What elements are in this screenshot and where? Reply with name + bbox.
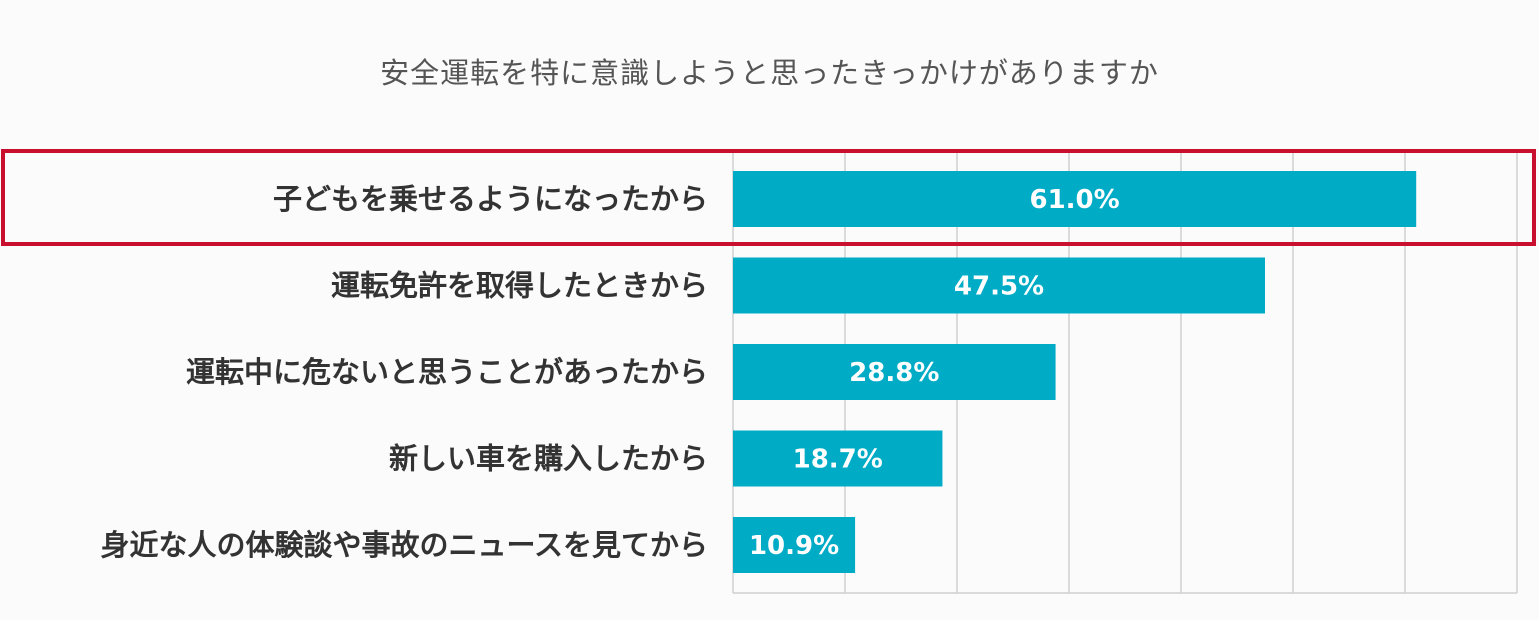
category-label: 運転中に危ないと思うことがあったから bbox=[186, 355, 708, 389]
category-label: 子どもを乗せるようになったから bbox=[273, 182, 708, 216]
bars bbox=[733, 171, 1417, 573]
category-label: 身近な人の体験談や事故のニュースを見てから bbox=[100, 528, 708, 562]
bar bbox=[733, 344, 1056, 400]
bar bbox=[733, 517, 856, 573]
bar bbox=[733, 430, 943, 487]
data-label: 47.5% bbox=[954, 272, 1044, 302]
highlight-box bbox=[1, 149, 1536, 246]
data-label: 18.7% bbox=[793, 445, 883, 475]
category-labels: 子どもを乗せるようになったから運転免許を取得したときから運転中に危ないと思うこと… bbox=[100, 182, 708, 562]
highlight bbox=[1, 149, 1536, 246]
bar bbox=[733, 171, 1417, 227]
data-label: 10.9% bbox=[749, 531, 839, 561]
chart-title: 安全運転を特に意識しようと思ったきっかけがありますか bbox=[380, 56, 1159, 90]
category-label: 運転免許を取得したときから bbox=[331, 269, 708, 303]
bar bbox=[733, 257, 1265, 314]
category-label: 新しい車を購入したから bbox=[389, 442, 708, 476]
value-labels: 61.0% 47.5% 28.8% 18.7% 10.9% bbox=[749, 185, 1120, 561]
data-label: 28.8% bbox=[849, 358, 939, 388]
data-label: 61.0% bbox=[1029, 185, 1119, 215]
